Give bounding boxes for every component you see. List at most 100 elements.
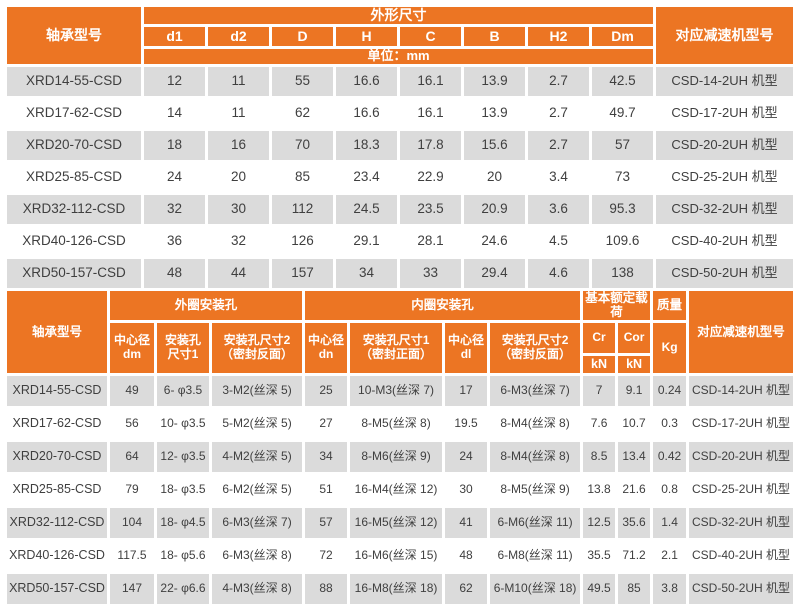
dimension-cell: 14 bbox=[144, 98, 205, 128]
rated-load-group-header: 基本额定载荷 bbox=[583, 291, 651, 320]
model-cell: XRD20-70-CSD bbox=[7, 130, 141, 160]
spec-cell: 8-M5(丝深 8) bbox=[350, 408, 443, 439]
dimension-column-header: C bbox=[400, 27, 461, 46]
spec-cell: 24 bbox=[445, 441, 488, 472]
spec-cell: 9.1 bbox=[618, 375, 651, 406]
dimension-cell: 42.5 bbox=[592, 66, 653, 96]
sub-column-header: Kg bbox=[653, 322, 687, 373]
model-cell: XRD40-126-CSD bbox=[7, 540, 107, 571]
dimension-cell: 18 bbox=[144, 130, 205, 160]
dimension-cell: 16.6 bbox=[336, 66, 397, 96]
table-row: XRD25-85-CSD 24 20 85 23.4 22.9 20 3.4 73 CSD-25-… bbox=[7, 162, 793, 192]
spec-cell: 6-M3(丝深 7) bbox=[490, 375, 581, 406]
outer-ring-group-header: 外圈安装孔 bbox=[110, 291, 303, 320]
sub-column-header: 中心径 dl bbox=[445, 322, 488, 373]
dimension-cell: 85 bbox=[272, 162, 333, 192]
dimension-cell: 18.3 bbox=[336, 130, 397, 160]
spec-cell: 88 bbox=[305, 573, 348, 604]
spec-cell: 6-M3(丝深 7) bbox=[212, 507, 303, 538]
outer-dimensions-table: 轴承型号 外形尺寸 对应减速机型号 d1 d2 D H C B H2 Dm 单位：mm XRD… bbox=[4, 4, 796, 291]
spec-cell: 6-M6(丝深 11) bbox=[490, 507, 581, 538]
table-row: XRD40-126-CSD 36 32 126 29.1 28.1 24.6 4.5 109.6… bbox=[7, 226, 793, 256]
spec-cell: 1.4 bbox=[653, 507, 687, 538]
dimension-cell: 32 bbox=[208, 226, 269, 256]
dimension-columns-row: d1 d2 D H C B H2 Dm bbox=[7, 27, 793, 46]
spec-cell: 117.5 bbox=[110, 540, 154, 571]
reducer-cell: CSD-50-2UH 机型 bbox=[689, 573, 793, 604]
spec-cell: 8-M5(丝深 9) bbox=[490, 474, 581, 505]
outer-dimensions-header: 轴承型号 外形尺寸 对应减速机型号 d1 d2 D H C B H2 Dm 单位：mm bbox=[7, 7, 793, 64]
spec-cell: 16-M6(丝深 15) bbox=[350, 540, 443, 571]
dimension-cell: 11 bbox=[208, 98, 269, 128]
bearing-model-header: 轴承型号 bbox=[7, 7, 141, 64]
spec-cell: 0.8 bbox=[653, 474, 687, 505]
reducer-model-header: 对应减速机型号 bbox=[656, 7, 793, 64]
spec-cell: 79 bbox=[110, 474, 154, 505]
dimension-cell: 23.5 bbox=[400, 194, 461, 224]
dimension-cell: 16.1 bbox=[400, 66, 461, 96]
load-unit-row: kN kN bbox=[7, 355, 793, 373]
spec-cell: 6- φ3.5 bbox=[157, 375, 209, 406]
dimension-cell: 16.6 bbox=[336, 98, 397, 128]
model-cell: XRD32-112-CSD bbox=[7, 194, 141, 224]
group-header-row: 轴承型号 外圈安装孔 内圈安装孔 基本额定载荷 质量 对应减速机型号 bbox=[7, 291, 793, 373]
dimension-cell: 4.5 bbox=[528, 226, 589, 256]
dimension-cell: 13.9 bbox=[464, 98, 525, 128]
model-cell: XRD17-62-CSD bbox=[7, 408, 107, 439]
spec-cell: 2.1 bbox=[653, 540, 687, 571]
spec-cell: 12.5 bbox=[583, 507, 616, 538]
load-unit-cell: kN bbox=[618, 355, 651, 373]
dimension-cell: 24.6 bbox=[464, 226, 525, 256]
dimension-cell: 138 bbox=[592, 258, 653, 288]
spec-cell: 18- φ4.5 bbox=[157, 507, 209, 538]
spec-cell: 56 bbox=[110, 408, 154, 439]
reducer-cell: CSD-50-2UH 机型 bbox=[656, 258, 793, 288]
spec-cell: 64 bbox=[110, 441, 154, 472]
dimension-cell: 95.3 bbox=[592, 194, 653, 224]
reducer-cell: CSD-25-2UH 机型 bbox=[656, 162, 793, 192]
table-row: XRD25-85-CSD 79 18- φ3.5 6-M2(丝深 5) 51 16-M4(… bbox=[7, 474, 793, 505]
reducer-cell: CSD-40-2UH 机型 bbox=[689, 540, 793, 571]
spec-cell: 21.6 bbox=[618, 474, 651, 505]
dimension-cell: 29.1 bbox=[336, 226, 397, 256]
spec-cell: 3-M2(丝深 5) bbox=[212, 375, 303, 406]
spec-cell: 0.24 bbox=[653, 375, 687, 406]
spec-cell: 25 bbox=[305, 375, 348, 406]
dimension-column-header: d1 bbox=[144, 27, 205, 46]
mounting-holes-header: 轴承型号 外圈安装孔 内圈安装孔 基本额定载荷 质量 对应减速机型号 中心径 d… bbox=[7, 291, 793, 373]
dimension-cell: 29.4 bbox=[464, 258, 525, 288]
dimensions-group-header: 外形尺寸 bbox=[144, 7, 653, 24]
spec-cell: 13.4 bbox=[618, 441, 651, 472]
dimension-cell: 3.6 bbox=[528, 194, 589, 224]
reducer-cell: CSD-40-2UH 机型 bbox=[656, 226, 793, 256]
reducer-cell: CSD-32-2UH 机型 bbox=[656, 194, 793, 224]
spec-cell: 57 bbox=[305, 507, 348, 538]
dimension-column-header: H2 bbox=[528, 27, 589, 46]
dimension-cell: 157 bbox=[272, 258, 333, 288]
spec-cell: 16-M5(丝深 12) bbox=[350, 507, 443, 538]
dimension-cell: 36 bbox=[144, 226, 205, 256]
spec-cell: 3.8 bbox=[653, 573, 687, 604]
unit-label: 单位：mm bbox=[144, 48, 653, 64]
spec-cell: 35.6 bbox=[618, 507, 651, 538]
dimension-cell: 11 bbox=[208, 66, 269, 96]
dimension-cell: 13.9 bbox=[464, 66, 525, 96]
spec-cell: 22- φ6.6 bbox=[157, 573, 209, 604]
spec-cell: 35.5 bbox=[583, 540, 616, 571]
spec-cell: 71.2 bbox=[618, 540, 651, 571]
spec-cell: 7.6 bbox=[583, 408, 616, 439]
group-header-row: 轴承型号 外形尺寸 对应减速机型号 bbox=[7, 7, 793, 64]
table-row: XRD20-70-CSD 64 12- φ3.5 4-M2(丝深 5) 34 8-M6(丝… bbox=[7, 441, 793, 472]
spec-cell: 48 bbox=[445, 540, 488, 571]
spec-cell: 10- φ3.5 bbox=[157, 408, 209, 439]
spec-cell: 8-M4(丝深 8) bbox=[490, 441, 581, 472]
spec-cell: 16-M8(丝深 18) bbox=[350, 573, 443, 604]
spec-cell: 6-M2(丝深 5) bbox=[212, 474, 303, 505]
table-row: XRD32-112-CSD 104 18- φ4.5 6-M3(丝深 7) 57 16-M… bbox=[7, 507, 793, 538]
dimension-cell: 4.6 bbox=[528, 258, 589, 288]
table-row: XRD50-157-CSD 48 44 157 34 33 29.4 4.6 138 CSD-50… bbox=[7, 258, 793, 288]
model-cell: XRD14-55-CSD bbox=[7, 375, 107, 406]
dimension-cell: 2.7 bbox=[528, 66, 589, 96]
spec-cell: 4-M2(丝深 5) bbox=[212, 441, 303, 472]
dimension-cell: 20.9 bbox=[464, 194, 525, 224]
